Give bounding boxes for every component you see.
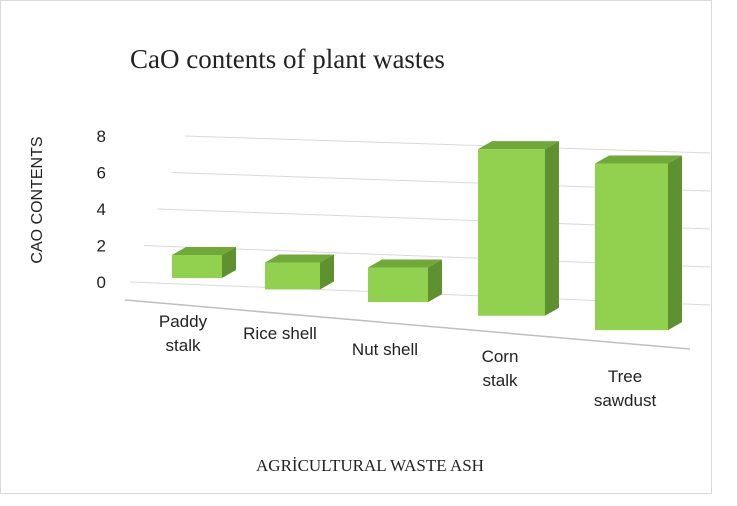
y-tick-label: 4 [97, 200, 106, 219]
y-tick-label: 0 [97, 273, 106, 292]
x-axis-title: AGRİCULTURAL WASTE ASH [256, 456, 484, 475]
x-tick-label: Corn stalk [481, 347, 519, 390]
y-tick-label: 6 [97, 164, 106, 183]
x-tick-label: Nut shell [351, 340, 419, 359]
bar [172, 255, 222, 278]
grid-line [184, 135, 711, 154]
x-tick-label: Paddy stalk [158, 312, 208, 355]
bar-side [222, 247, 236, 278]
bar-top [478, 141, 559, 150]
chart-frame [0, 0, 712, 494]
floor-edge [124, 299, 691, 350]
bar [595, 163, 668, 331]
y-tick-label: 8 [97, 127, 106, 146]
bar-top [368, 259, 442, 268]
bar-side [545, 141, 559, 316]
bar-top [595, 155, 682, 164]
chart-title: CaO contents of plant wastes [130, 44, 445, 74]
y-axis-title: CAO CONTENTS [29, 136, 46, 263]
bar-side [668, 155, 682, 331]
bar-side [428, 259, 442, 303]
bar-top [172, 247, 236, 255]
x-tick-label: Tree sawdust [593, 367, 657, 410]
bar [478, 149, 545, 316]
bar [265, 262, 320, 290]
bar-top [265, 254, 334, 263]
bar [368, 267, 428, 303]
y-tick-label: 2 [97, 237, 106, 256]
x-tick-label: Rice shell [243, 324, 317, 343]
bar-side [320, 254, 334, 290]
